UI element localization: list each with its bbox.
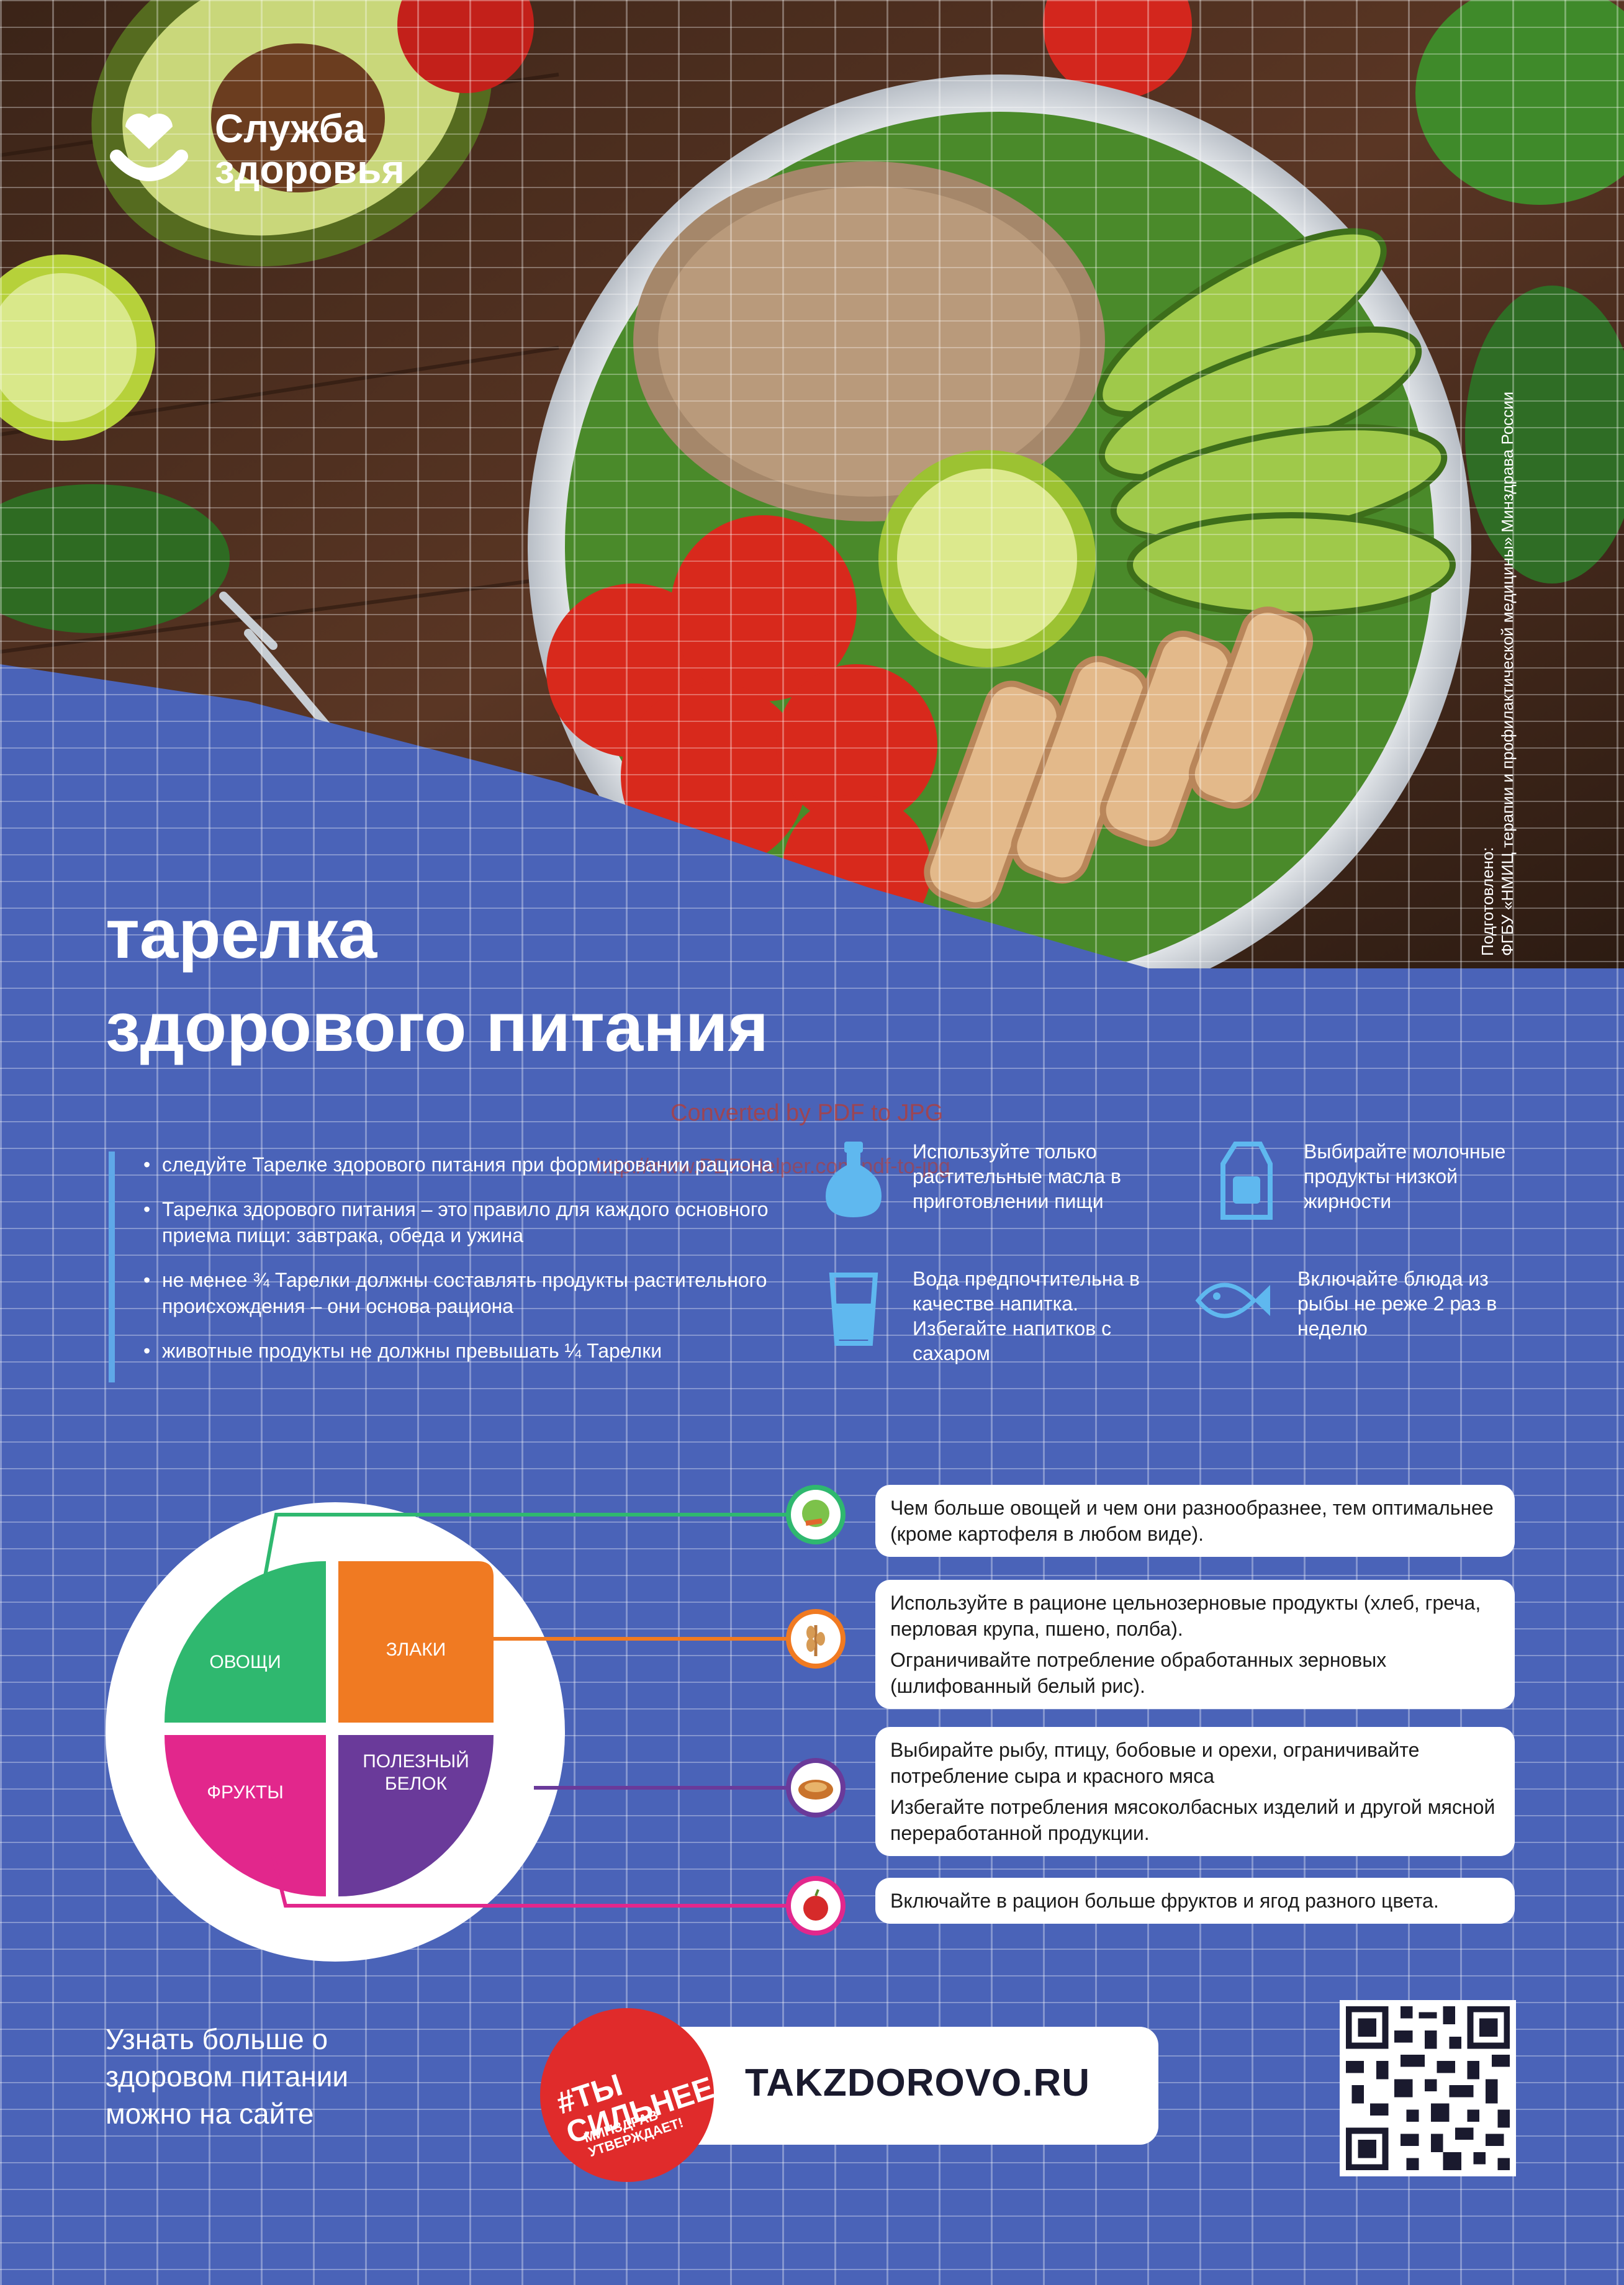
- info-vegetables: Чем больше овощей и чем они разнообразне…: [875, 1485, 1515, 1557]
- heart-smile-icon: [110, 114, 188, 181]
- qr-code[interactable]: [1340, 2000, 1516, 2176]
- site-link-pill[interactable]: [639, 2027, 1158, 2145]
- plate-grains: [338, 1561, 494, 1723]
- list-item: животные продукты не должны превышать ¼ …: [143, 1338, 795, 1364]
- plate-label-grains: ЗЛАКИ: [386, 1639, 446, 1660]
- tip-milk-text: Выбирайте молочные продукты низкой жирно…: [1304, 1140, 1506, 1212]
- info-vegetables-text: Чем больше овощей и чем они разнообразне…: [890, 1497, 1494, 1545]
- learn-line1: Узнать больше о: [106, 2023, 328, 2055]
- info-grains: Используйте в рационе цельнозерновые про…: [875, 1580, 1515, 1709]
- info-protein-text-1: Выбирайте рыбу, птицу, бобовые и орехи, …: [890, 1739, 1420, 1787]
- plate-fruits: [165, 1735, 326, 1896]
- list-item: не менее ¾ Тарелки должны составлять про…: [143, 1267, 795, 1319]
- apple-icon: [786, 1876, 846, 1936]
- list-item: следуйте Тарелке здорового питания при ф…: [143, 1152, 795, 1178]
- tip-oil: Используйте только растительные масла в …: [819, 1139, 1167, 1220]
- title-line2: здорового питания: [106, 988, 769, 1066]
- tip-milk: Выбирайте молочные продукты низкой жирно…: [1211, 1139, 1521, 1220]
- page-title: тарелка здорового питания: [106, 888, 1037, 1074]
- site-link[interactable]: TAKZDOROVO.RU: [745, 2062, 1091, 2104]
- learn-more-text: Узнать больше о здоровом питании можно н…: [106, 2021, 478, 2132]
- protein-label-line1: ПОЛЕЗНЫЙ: [363, 1751, 469, 1772]
- tip-water: Вода предпочтительна в качестве напитка.…: [819, 1266, 1167, 1366]
- plate-vegetables: [165, 1561, 326, 1723]
- healthy-plate-diagram: ОВОЩИ ЗЛАКИ ФРУКТЫ ПОЛЕЗНЫЙ БЕЛОК: [106, 1502, 565, 1962]
- tip-water-text: Вода предпочтительна в качестве напитка.…: [913, 1268, 1140, 1364]
- info-fruits: Включайте в рацион больше фруктов и ягод…: [875, 1878, 1515, 1924]
- wheat-icon: [786, 1609, 846, 1669]
- plate-label-fruits: ФРУКТЫ: [207, 1782, 284, 1803]
- learn-line3: можно на сайте: [106, 2098, 314, 2130]
- oil-bottle-icon: [826, 1142, 882, 1217]
- brand-line2: здоровья: [215, 147, 405, 192]
- tip-fish: Включайте блюда из рыбы не реже 2 раз в …: [1192, 1266, 1521, 1341]
- list-item: Тарелка здорового питания – это правило …: [143, 1196, 795, 1248]
- guideline-list: следуйте Тарелке здорового питания при ф…: [109, 1152, 795, 1382]
- lettuce-icon: [786, 1485, 846, 1544]
- water-glass-icon: [829, 1273, 878, 1346]
- info-fruits-text: Включайте в рацион больше фруктов и ягод…: [890, 1890, 1439, 1912]
- info-grains-text-1: Используйте в рационе цельнозерновые про…: [890, 1592, 1481, 1640]
- info-protein: Выбирайте рыбу, птицу, бобовые и орехи, …: [875, 1727, 1515, 1856]
- info-grains-text-2: Ограничивайте потребление обработанных з…: [890, 1649, 1387, 1697]
- brand-line1: Служба: [215, 106, 366, 151]
- info-protein-text-2: Избегайте потребления мясоколбасных изде…: [890, 1796, 1495, 1844]
- title-line1: тарелка: [106, 895, 377, 973]
- plate-protein: [338, 1735, 494, 1896]
- fish-icon: [1195, 1282, 1270, 1318]
- campaign-badge: #ТЫ СИЛЬНЕЕ МИНЗДРАВ УТВЕРЖДАЕТ!: [540, 2008, 718, 2182]
- tip-fish-text: Включайте блюда из рыбы не реже 2 раз в …: [1297, 1268, 1497, 1340]
- learn-line2: здоровом питании: [106, 2060, 349, 2093]
- milk-carton-icon: [1220, 1142, 1273, 1220]
- protein-food-icon: [786, 1758, 846, 1818]
- plate-label-vegetables: ОВОЩИ: [209, 1652, 281, 1672]
- brand-logo: Служба здоровья: [106, 106, 405, 192]
- plate-label-protein: ПОЛЕЗНЫЙ БЕЛОК: [345, 1751, 487, 1795]
- hero-photo: [0, 0, 1624, 968]
- protein-label-line2: БЕЛОК: [384, 1773, 448, 1794]
- watermark: Converted by PDF to JPG: [670, 1100, 944, 1126]
- tip-oil-text: Используйте только растительные масла в …: [913, 1140, 1122, 1212]
